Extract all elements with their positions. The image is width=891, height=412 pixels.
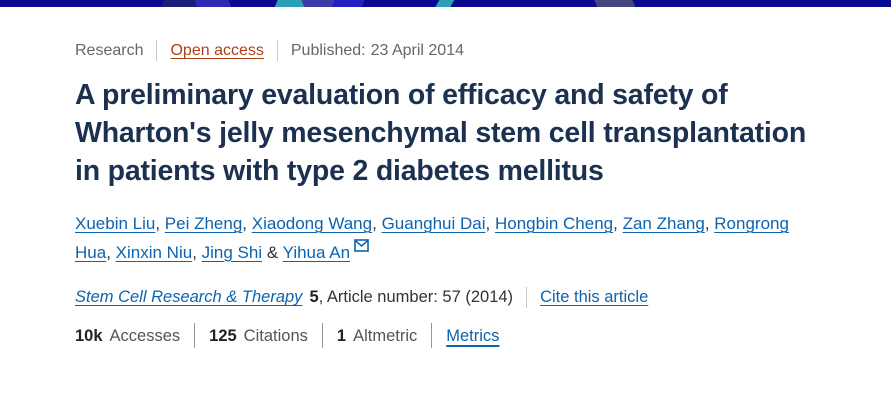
author-separator: , [613,214,623,233]
envelope-icon[interactable] [354,238,369,252]
author-link[interactable]: Rongrong Hua [75,214,789,262]
metric-value: 1 [336,326,347,345]
cite-article-link[interactable]: Cite this article [540,288,649,306]
separator [276,40,278,61]
author-link[interactable]: Xuebin Liu [75,214,156,233]
author-link[interactable]: Zan Zhang [622,214,705,233]
author-separator: , [372,214,382,233]
blue-block [193,0,233,7]
separator [321,323,323,348]
metric-value: 10k [75,326,103,345]
separator [156,40,158,61]
article-number: , Article number: 57 (2014) [318,288,514,306]
author-link[interactable]: Hongbin Cheng [494,214,614,233]
separator [526,286,528,308]
article-meta-bar: Research Open access Published: 23 April … [75,40,891,61]
author-link[interactable]: Pei Zheng [164,214,243,233]
article-header: Research Open access Published: 23 April … [0,40,891,348]
metric-label: Altmetric [353,326,418,345]
author-separator: , [485,214,495,233]
author-link[interactable]: Xinxin Niu [115,242,193,262]
slate-wedge [592,0,638,7]
published-label: Published: [290,42,366,59]
author-separator: , [192,242,202,262]
journal-volume: 5 [309,288,319,306]
author-link[interactable]: Yihua An [282,242,351,262]
open-access-link[interactable]: Open access [170,42,264,59]
metrics-bar: 10k Accesses 125 Citations 1 Altmetric Metrics [75,323,891,348]
author-separator: , [704,214,715,233]
metric-label: Accesses [109,326,181,345]
separator [194,323,196,348]
journal-line: Stem Cell Research & Therapy 5 , Article… [75,285,891,309]
author-link[interactable]: Jing Shi [201,242,263,262]
author-link[interactable]: Guanghui Dai [381,214,486,233]
article-type-label: Research [75,42,144,59]
journal-link[interactable]: Stem Cell Research & Therapy [75,288,303,306]
author-separator: , [242,214,252,233]
published-date-value: 23 April 2014 [370,42,464,59]
royal-wedge [330,0,366,7]
author-separator: , [106,242,116,262]
article-title: A preliminary evaluation of efficacy and… [75,79,807,187]
author-separator: , [155,214,165,233]
published-date: Published: 23 April 2014 [291,40,464,61]
metric-value: 125 [209,326,237,345]
authors-list: Xuebin Liu, Pei Zheng, Xiaodong Wang, Gu… [75,210,801,267]
teal-sliver [432,0,457,7]
metric-label: Citations [243,326,308,345]
top-banner [0,0,891,7]
separator [431,323,433,348]
author-separator: & [262,242,283,262]
metrics-link[interactable]: Metrics [446,326,500,345]
author-link[interactable]: Xiaodong Wang [251,214,373,233]
